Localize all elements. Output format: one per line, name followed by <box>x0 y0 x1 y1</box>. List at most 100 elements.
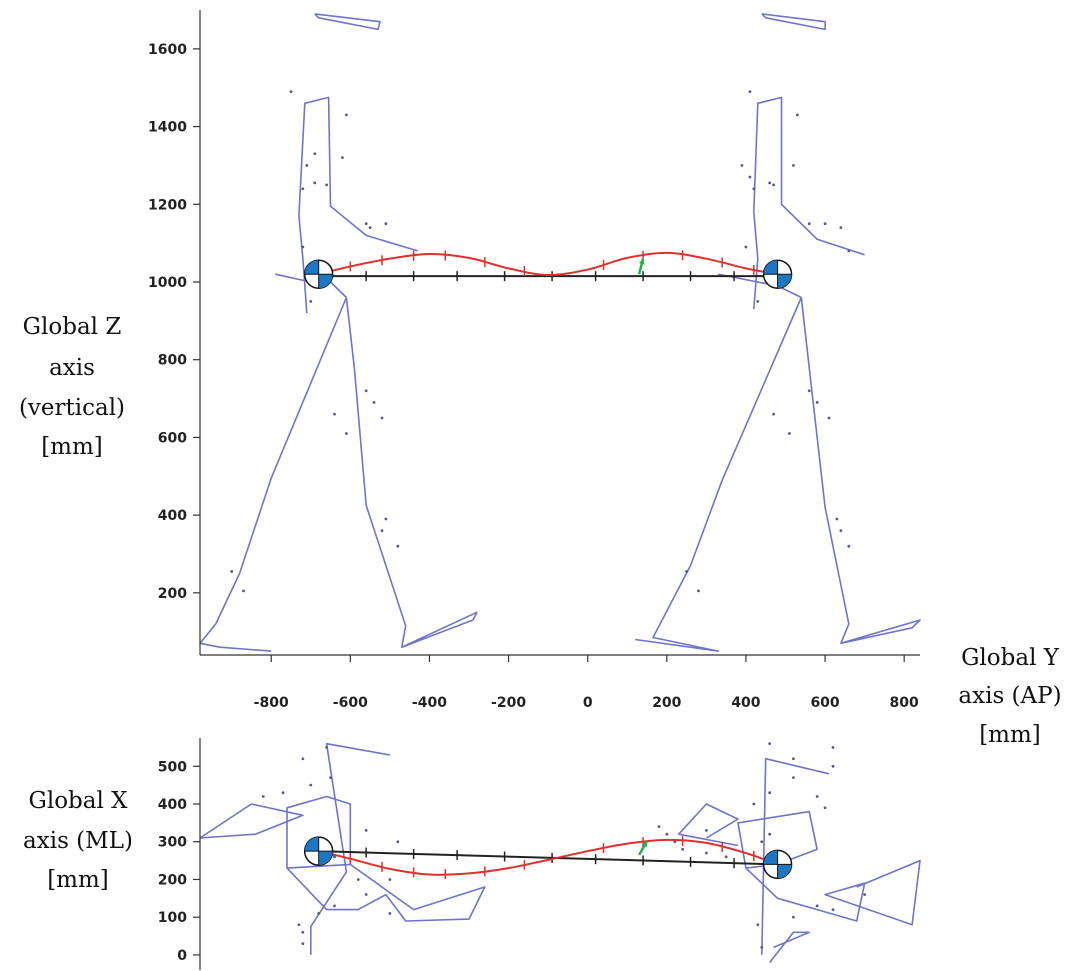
skeleton-segment-6 <box>745 859 921 926</box>
marker-point-15 <box>333 855 336 859</box>
marker-point-28 <box>768 181 772 185</box>
sagittal-markers <box>230 90 851 593</box>
marker-point-38 <box>788 432 791 435</box>
marker-point-45 <box>685 570 688 573</box>
marker-point-44 <box>847 544 851 548</box>
transverse-force-vector <box>638 840 649 856</box>
y-tick-label-5: 500 <box>158 759 187 775</box>
skeleton-segment-11 <box>761 13 826 31</box>
marker-point-41 <box>827 416 831 420</box>
sagittal-skeleton <box>199 13 921 652</box>
skeleton-segment-3 <box>199 297 348 652</box>
marker-point-41 <box>768 832 772 836</box>
transverse-y-axis-label: Global X axis (ML) [mm] <box>23 788 133 893</box>
sagittal-force-vector <box>637 258 645 275</box>
marker-point-18 <box>384 517 388 521</box>
y-tick-label-0: 0 <box>177 948 187 964</box>
joint-center-quadrant <box>777 274 792 289</box>
marker-point-22 <box>831 908 835 912</box>
marker-point-3 <box>301 187 305 191</box>
marker-point-0 <box>289 90 293 93</box>
marker-point-14 <box>344 432 348 435</box>
skeleton-segment-1 <box>286 795 352 869</box>
x-tick-label-5: 200 <box>652 695 681 711</box>
x-tick-label-7: 600 <box>810 695 839 711</box>
skeleton-segment-0 <box>298 96 418 252</box>
sagittal-spline <box>318 250 778 277</box>
joint-center-quadrant <box>763 260 778 275</box>
skeleton-segment-1 <box>298 215 308 314</box>
marker-point-7 <box>281 791 285 795</box>
y-label-line-3: [mm] <box>979 722 1041 748</box>
marker-point-25 <box>768 791 772 795</box>
marker-point-5 <box>388 878 392 881</box>
marker-point-31 <box>792 164 795 167</box>
skeleton-segment-9 <box>635 297 803 652</box>
y-tick-label-0: 200 <box>158 586 187 602</box>
marker-point-36 <box>768 742 772 746</box>
marker-point-23 <box>863 893 867 896</box>
joint-center-icon-1 <box>762 259 793 289</box>
marker-point-36 <box>756 300 760 303</box>
z-label-line-4: [mm] <box>41 434 103 460</box>
marker-point-21 <box>815 904 819 908</box>
x-tick-label-8: 800 <box>890 695 919 711</box>
x-tick-label-0: -800 <box>254 695 289 711</box>
marker-point-11 <box>325 746 328 749</box>
x-tick-label-4: 0 <box>583 695 593 711</box>
marker-point-39 <box>807 389 811 393</box>
marker-point-35 <box>704 829 708 832</box>
marker-point-42 <box>835 517 839 521</box>
sagittal-plot: 200 400 600 800 1000 1200 1400 1600 -800 -600 -400… <box>19 10 1062 748</box>
marker-point-12 <box>396 840 400 844</box>
marker-point-28 <box>823 806 827 810</box>
marker-point-16 <box>301 930 305 934</box>
marker-point-29 <box>724 855 728 859</box>
joint-center-icon-0 <box>303 259 334 289</box>
marker-point-20 <box>792 915 795 919</box>
marker-point-13 <box>364 829 368 832</box>
transverse-markers <box>261 742 867 949</box>
marker-point-4 <box>364 893 368 896</box>
marker-point-39 <box>831 746 835 749</box>
skeleton-segment-5 <box>314 13 381 31</box>
marker-point-15 <box>364 389 368 393</box>
y-tick-label-2: 600 <box>158 430 187 446</box>
marker-point-1 <box>297 923 301 927</box>
y-tick-label-1: 100 <box>158 910 187 926</box>
sagittal-rigid-bar <box>318 271 778 282</box>
marker-point-8 <box>309 783 313 787</box>
joint-center-quadrant <box>304 837 319 852</box>
y-tick-label-3: 800 <box>158 353 187 369</box>
marker-point-27 <box>815 795 819 798</box>
marker-point-47 <box>847 249 851 253</box>
skeleton-segment-3 <box>199 803 304 839</box>
joint-center-quadrant <box>318 274 333 289</box>
marker-point-9 <box>329 776 332 780</box>
y-tick-label-4: 400 <box>158 797 187 813</box>
y-tick-label-5: 1200 <box>148 197 187 213</box>
marker-point-1 <box>305 164 309 167</box>
marker-point-33 <box>665 832 669 836</box>
y-tick-label-2: 200 <box>158 872 187 888</box>
x-tick-label-6: 400 <box>731 695 760 711</box>
marker-point-26 <box>748 175 752 179</box>
x-label-line-1: Global X <box>28 788 128 814</box>
marker-point-12 <box>309 300 313 303</box>
marker-point-26 <box>792 776 795 780</box>
sagittal-y-axis-label: Global Z axis (vertical) [mm] <box>19 314 125 460</box>
skeleton-segment-10 <box>800 297 921 645</box>
joint-center-quadrant <box>777 864 792 879</box>
marker-point-9 <box>384 222 388 226</box>
y-label-line-2: axis (AP) <box>958 683 1061 709</box>
force-vector-head <box>638 258 645 265</box>
marker-point-7 <box>341 156 344 160</box>
marker-point-19 <box>756 923 760 927</box>
marker-point-20 <box>396 544 400 548</box>
skeleton-segment-7 <box>753 211 759 310</box>
marker-point-38 <box>831 764 835 768</box>
marker-point-14 <box>356 878 360 881</box>
joint-center-icon-0 <box>303 836 334 866</box>
marker-point-18 <box>760 945 764 949</box>
